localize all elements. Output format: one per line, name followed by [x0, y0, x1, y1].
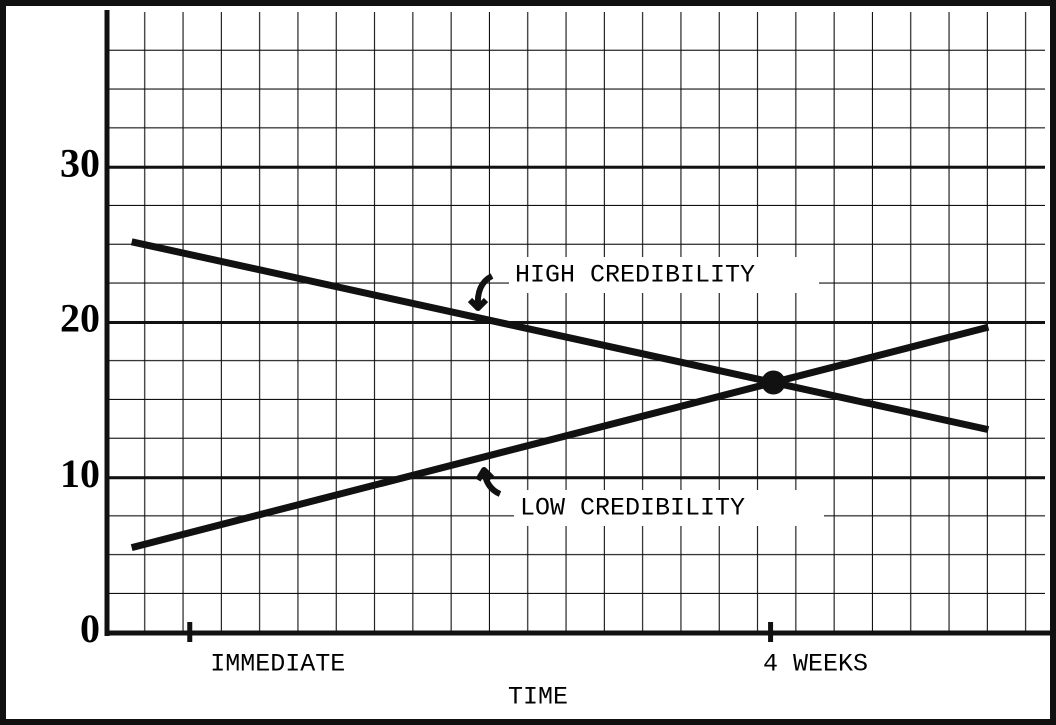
x-tick-label: IMMEDIATE [210, 650, 345, 679]
label-arrow [475, 467, 502, 497]
y-tick-label: 10 [60, 451, 100, 496]
series-line [130, 238, 990, 434]
label-arrow [467, 273, 494, 311]
y-tick-label: 0 [80, 606, 100, 651]
legend-label: LOW CREDIBILITY [520, 494, 745, 523]
legend-label: HIGH CREDIBILITY [515, 261, 755, 290]
crossing-dot [761, 370, 786, 395]
label-bg [509, 257, 819, 293]
x-tick-label: 4 WEEKS [763, 650, 868, 679]
x-axis-label: TIME [508, 683, 568, 712]
label-bg [514, 490, 824, 526]
y-tick-label: 20 [60, 296, 100, 341]
y-tick-label: 30 [60, 140, 100, 185]
series-line [130, 323, 990, 552]
